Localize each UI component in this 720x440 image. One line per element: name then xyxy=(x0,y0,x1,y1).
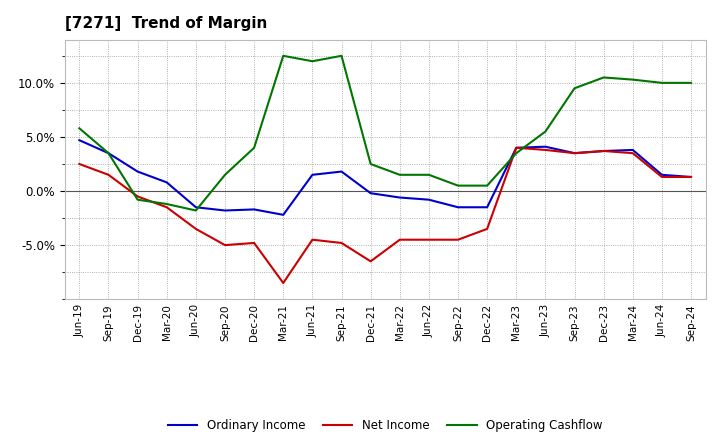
Net Income xyxy=(366,259,375,264)
Operating Cashflow xyxy=(570,86,579,91)
Net Income xyxy=(192,226,200,231)
Operating Cashflow xyxy=(512,150,521,156)
Operating Cashflow xyxy=(133,197,142,202)
Operating Cashflow xyxy=(250,145,258,150)
Ordinary Income xyxy=(308,172,317,177)
Operating Cashflow xyxy=(454,183,462,188)
Operating Cashflow xyxy=(104,150,113,156)
Line: Operating Cashflow: Operating Cashflow xyxy=(79,56,691,210)
Ordinary Income xyxy=(570,150,579,156)
Net Income xyxy=(454,237,462,242)
Ordinary Income xyxy=(454,205,462,210)
Net Income xyxy=(483,226,492,231)
Ordinary Income xyxy=(512,145,521,150)
Net Income xyxy=(395,237,404,242)
Ordinary Income xyxy=(483,205,492,210)
Operating Cashflow xyxy=(308,59,317,64)
Operating Cashflow xyxy=(220,172,229,177)
Text: [7271]  Trend of Margin: [7271] Trend of Margin xyxy=(65,16,267,32)
Operating Cashflow xyxy=(483,183,492,188)
Operating Cashflow xyxy=(395,172,404,177)
Net Income xyxy=(163,205,171,210)
Operating Cashflow xyxy=(163,202,171,207)
Net Income xyxy=(220,242,229,248)
Ordinary Income xyxy=(657,172,666,177)
Ordinary Income xyxy=(192,205,200,210)
Net Income xyxy=(250,240,258,246)
Net Income xyxy=(687,174,696,180)
Ordinary Income xyxy=(337,169,346,174)
Ordinary Income xyxy=(163,180,171,185)
Net Income xyxy=(133,194,142,199)
Net Income xyxy=(75,161,84,167)
Ordinary Income xyxy=(687,174,696,180)
Ordinary Income xyxy=(220,208,229,213)
Ordinary Income xyxy=(133,169,142,174)
Net Income xyxy=(599,148,608,154)
Ordinary Income xyxy=(395,195,404,200)
Ordinary Income xyxy=(75,138,84,143)
Ordinary Income xyxy=(629,147,637,153)
Ordinary Income xyxy=(425,197,433,202)
Operating Cashflow xyxy=(337,53,346,59)
Operating Cashflow xyxy=(629,77,637,82)
Net Income xyxy=(570,150,579,156)
Net Income xyxy=(629,150,637,156)
Operating Cashflow xyxy=(657,80,666,85)
Net Income xyxy=(657,174,666,180)
Net Income xyxy=(512,145,521,150)
Ordinary Income xyxy=(104,150,113,156)
Operating Cashflow xyxy=(75,126,84,131)
Line: Ordinary Income: Ordinary Income xyxy=(79,140,691,215)
Net Income xyxy=(425,237,433,242)
Operating Cashflow xyxy=(192,208,200,213)
Net Income xyxy=(104,172,113,177)
Operating Cashflow xyxy=(425,172,433,177)
Net Income xyxy=(541,147,550,153)
Ordinary Income xyxy=(541,144,550,149)
Ordinary Income xyxy=(250,207,258,212)
Ordinary Income xyxy=(599,148,608,154)
Ordinary Income xyxy=(279,212,287,217)
Net Income xyxy=(279,280,287,286)
Operating Cashflow xyxy=(541,129,550,134)
Operating Cashflow xyxy=(279,53,287,59)
Ordinary Income xyxy=(366,191,375,196)
Net Income xyxy=(337,240,346,246)
Legend: Ordinary Income, Net Income, Operating Cashflow: Ordinary Income, Net Income, Operating C… xyxy=(163,414,608,436)
Line: Net Income: Net Income xyxy=(79,148,691,283)
Net Income xyxy=(308,237,317,242)
Operating Cashflow xyxy=(687,80,696,85)
Operating Cashflow xyxy=(599,75,608,80)
Operating Cashflow xyxy=(366,161,375,167)
